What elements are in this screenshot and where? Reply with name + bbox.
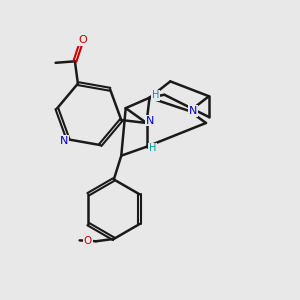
Text: N: N	[189, 106, 197, 116]
Text: H: H	[149, 143, 156, 153]
Text: O: O	[84, 236, 92, 246]
Text: N: N	[146, 116, 154, 126]
Text: N: N	[60, 136, 69, 146]
Text: O: O	[78, 35, 87, 45]
Text: H: H	[152, 90, 159, 100]
